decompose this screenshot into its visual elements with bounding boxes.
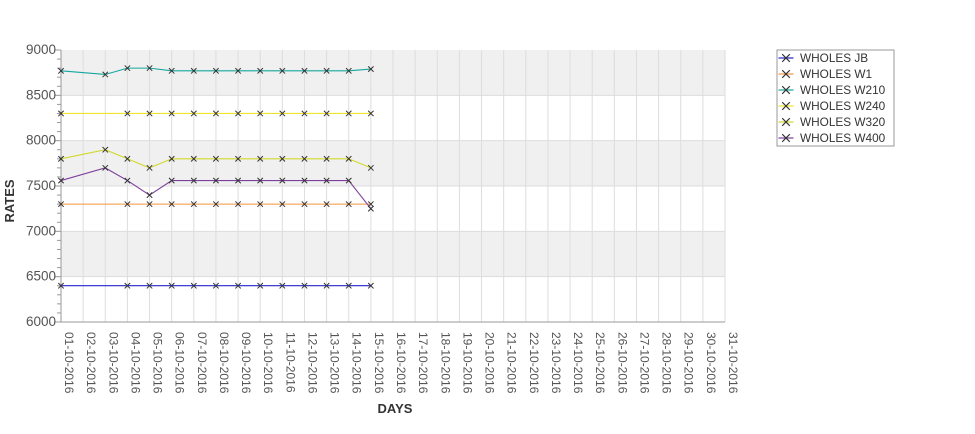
svg-text:06-10-2016: 06-10-2016: [173, 332, 187, 394]
svg-text:6000: 6000: [26, 314, 56, 329]
svg-text:04-10-2016: 04-10-2016: [128, 332, 142, 394]
svg-text:RATES: RATES: [2, 179, 17, 222]
svg-text:8000: 8000: [26, 133, 56, 148]
svg-text:05-10-2016: 05-10-2016: [151, 332, 165, 394]
svg-text:29-10-2016: 29-10-2016: [682, 332, 696, 394]
svg-text:17-10-2016: 17-10-2016: [416, 332, 430, 394]
svg-text:19-10-2016: 19-10-2016: [460, 332, 474, 394]
svg-text:02-10-2016: 02-10-2016: [84, 332, 98, 394]
svg-text:07-10-2016: 07-10-2016: [195, 332, 209, 394]
svg-text:14-10-2016: 14-10-2016: [350, 332, 364, 394]
svg-text:31-10-2016: 31-10-2016: [726, 332, 740, 394]
svg-text:15-10-2016: 15-10-2016: [372, 332, 386, 394]
svg-text:11-10-2016: 11-10-2016: [283, 332, 297, 393]
svg-text:WHOLES W210: WHOLES W210: [800, 83, 886, 97]
svg-text:WHOLES W1: WHOLES W1: [800, 67, 872, 81]
svg-text:26-10-2016: 26-10-2016: [615, 332, 629, 394]
svg-text:WHOLES JB: WHOLES JB: [800, 51, 868, 65]
svg-text:7000: 7000: [26, 223, 56, 238]
svg-text:WHOLES W400: WHOLES W400: [800, 131, 886, 145]
svg-text:DAYS: DAYS: [378, 401, 413, 416]
svg-text:7500: 7500: [26, 178, 56, 193]
svg-text:13-10-2016: 13-10-2016: [328, 332, 342, 394]
svg-text:9000: 9000: [26, 42, 56, 57]
svg-text:10-10-2016: 10-10-2016: [261, 332, 275, 394]
svg-text:01-10-2016: 01-10-2016: [62, 332, 76, 394]
svg-text:28-10-2016: 28-10-2016: [660, 332, 674, 394]
svg-text:27-10-2016: 27-10-2016: [637, 332, 651, 394]
svg-text:30-10-2016: 30-10-2016: [704, 332, 718, 394]
svg-text:WHOLES W240: WHOLES W240: [800, 99, 886, 113]
svg-text:25-10-2016: 25-10-2016: [593, 332, 607, 394]
svg-text:18-10-2016: 18-10-2016: [438, 332, 452, 394]
svg-text:WHOLES W320: WHOLES W320: [800, 115, 886, 129]
svg-text:24-10-2016: 24-10-2016: [571, 332, 585, 394]
svg-text:08-10-2016: 08-10-2016: [217, 332, 231, 394]
svg-text:21-10-2016: 21-10-2016: [505, 332, 519, 394]
svg-text:22-10-2016: 22-10-2016: [527, 332, 541, 394]
svg-text:6500: 6500: [26, 269, 56, 284]
svg-text:8500: 8500: [26, 87, 56, 102]
svg-text:12-10-2016: 12-10-2016: [305, 332, 319, 394]
svg-text:23-10-2016: 23-10-2016: [549, 332, 563, 394]
svg-text:03-10-2016: 03-10-2016: [106, 332, 120, 394]
svg-text:20-10-2016: 20-10-2016: [483, 332, 497, 394]
svg-text:16-10-2016: 16-10-2016: [394, 332, 408, 394]
svg-text:09-10-2016: 09-10-2016: [239, 332, 253, 394]
